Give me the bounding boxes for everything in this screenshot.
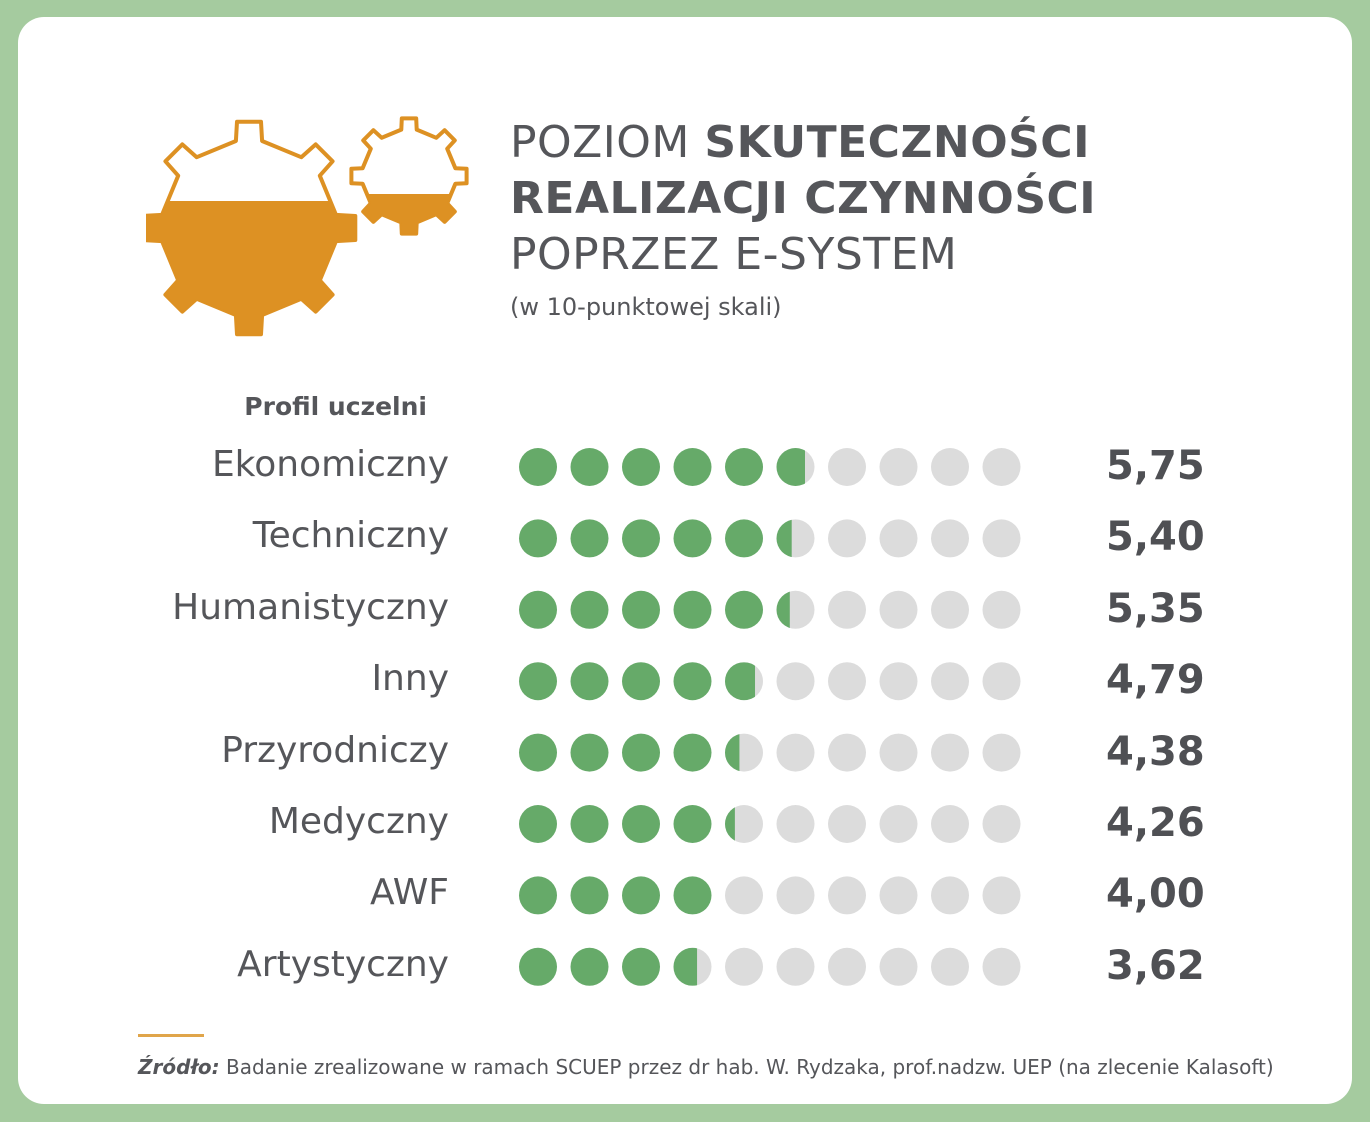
value-label: 4,00 [1106, 871, 1205, 918]
category-label: Inny [371, 658, 449, 700]
category-label: Humanistyczny [172, 586, 449, 628]
source-divider [138, 1034, 204, 1037]
chart-title: POZIOM SKUTECZNOŚCI REALIZACJI CZYNNOŚCI… [510, 115, 1096, 321]
title-line-1-normal: POZIOM [510, 117, 705, 168]
title-line-1: POZIOM SKUTECZNOŚCI [510, 115, 1096, 171]
source-note: Źródło: Badanie zrealizowane w ramach SC… [138, 1055, 1274, 1079]
category-label: Przyrodniczy [221, 729, 449, 771]
value-label: 5,75 [1106, 443, 1205, 489]
title-line-1-bold: SKUTECZNOŚCI [704, 117, 1090, 168]
chart-subtitle: (w 10-punktowej skali) [510, 293, 782, 321]
category-header: Profil uczelni [244, 392, 427, 421]
gears-icon [146, 116, 469, 337]
value-label: 5,40 [1106, 514, 1205, 561]
title-line-2: REALIZACJI CZYNNOŚCI [510, 171, 1096, 227]
category-label: Ekonomiczny [211, 444, 449, 485]
category-label: Medyczny [268, 801, 449, 842]
category-label: Techniczny [252, 515, 449, 557]
source-text: Badanie zrealizowane w ramach SCUEP prze… [219, 1055, 1274, 1079]
value-label: 3,62 [1106, 942, 1205, 989]
category-label: AWF [370, 872, 449, 914]
source-label: Źródło: [138, 1055, 220, 1079]
value-label: 4,38 [1106, 728, 1205, 775]
category-label: Artystyczny [237, 943, 449, 985]
infographic-card: POZIOM SKUTECZNOŚCI REALIZACJI CZYNNOŚCI… [18, 17, 1352, 1104]
value-label: 4,26 [1106, 800, 1205, 846]
title-line-3: POPRZEZ E-SYSTEM [510, 229, 958, 280]
chart-rows: Ekonomiczny 5,75 Techniczny 5,40 Humanistycz… [18, 17, 1352, 1104]
value-label: 4,79 [1106, 657, 1205, 704]
title-line-2-bold: REALIZACJI CZYNNOŚCI [510, 173, 1097, 224]
value-label: 5,35 [1106, 585, 1205, 632]
